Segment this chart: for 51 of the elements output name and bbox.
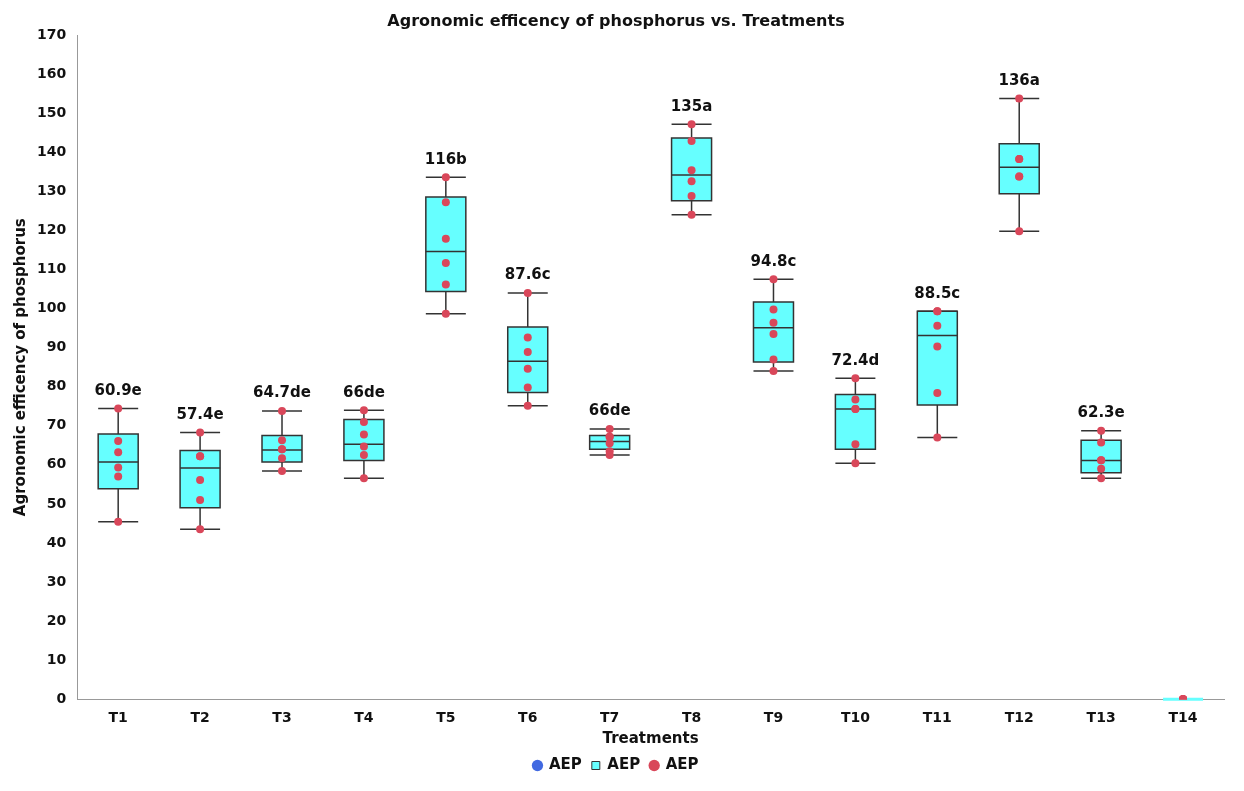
legend-label: AEP (607, 755, 641, 774)
x-tick-label: T2 (190, 709, 210, 726)
annotation: 66de (343, 382, 385, 401)
x-tick-label: T4 (354, 709, 374, 726)
annotation: 87.6c (504, 265, 551, 284)
y-tick-label: 70 (46, 416, 67, 433)
x-tick-label: T7 (600, 709, 620, 726)
x-tick-label: T11 (922, 709, 952, 726)
annotation: 64.7de (253, 383, 311, 402)
legend-label: AEP (665, 755, 699, 774)
y-tick-label: 170 (36, 25, 67, 42)
annotation: 60.9e (94, 380, 142, 399)
annotation: 116b (424, 149, 468, 168)
y-tick-label: 10 (46, 650, 67, 667)
x-tick-label: T13 (1086, 709, 1116, 726)
y-tick-label: 130 (36, 182, 67, 199)
annotation: 66de (588, 401, 631, 420)
y-tick-label: 100 (36, 299, 67, 316)
x-tick-label: T1 (108, 709, 128, 726)
y-tick-label: 80 (46, 377, 67, 394)
annotation: 88.5c (914, 283, 961, 302)
y-tick-label: 120 (36, 221, 67, 238)
y-tick-label: 150 (36, 103, 67, 120)
y-tick-label: 140 (36, 143, 67, 160)
annotation: 57.4e (176, 404, 224, 423)
x-tick-label: T3 (272, 709, 292, 726)
y-tick-label: 60 (46, 455, 67, 472)
annotation: 135a (670, 96, 713, 115)
x-tick-label: T9 (763, 709, 784, 726)
y-tick-label: 50 (46, 494, 67, 511)
annotation: 62.3e (1077, 403, 1125, 422)
y-tick-label: 90 (46, 338, 67, 355)
x-axis-title: Treatments (602, 728, 699, 747)
x-tick-label: T14 (1168, 709, 1198, 726)
y-axis-title: Agronomic efficency of phosphorus (10, 218, 29, 517)
x-tick-label: T10 (840, 709, 871, 726)
annotation: 72.4d (831, 350, 880, 369)
y-tick-label: 110 (36, 260, 67, 277)
y-tick-label: 0 (56, 689, 67, 706)
annotation: 136a (998, 70, 1040, 89)
y-tick-label: 30 (46, 572, 67, 589)
chart-title: Agronomic efficency of phosphorus vs. Treatments (387, 10, 845, 30)
x-tick-label: T12 (1004, 709, 1034, 726)
annotation: 94.8c (750, 251, 797, 270)
x-tick-label: T6 (518, 709, 538, 726)
y-tick-label: 160 (36, 64, 67, 81)
x-tick-label: T5 (436, 709, 456, 726)
y-tick-label: 20 (46, 611, 67, 628)
x-tick-label: T8 (681, 709, 702, 726)
y-tick-label: 40 (46, 533, 67, 550)
legend-label: AEP (548, 755, 582, 774)
